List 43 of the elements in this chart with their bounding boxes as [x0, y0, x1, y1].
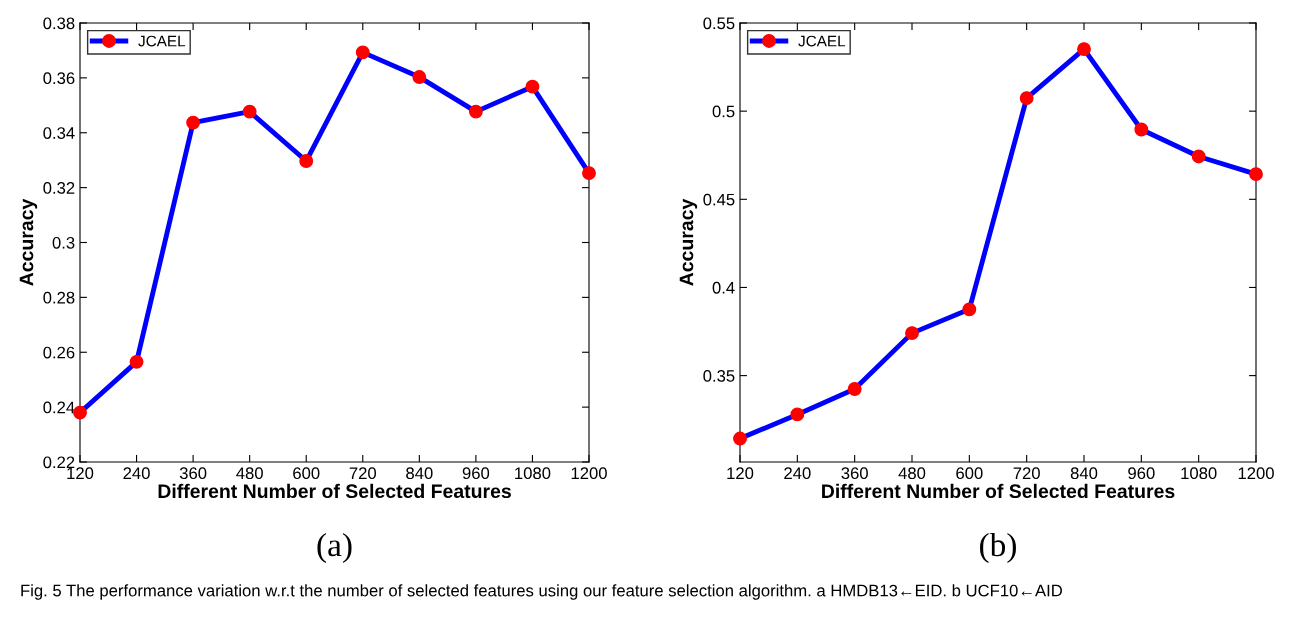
y-tick-label: 0.24 [43, 401, 75, 414]
y-tick-label: 0.5 [712, 105, 735, 118]
y-tick-label: 0.34 [43, 127, 75, 139]
x-axis-title: Different Number of Selected Features [822, 483, 1175, 499]
y-tick-label: 0.35 [703, 370, 735, 382]
x-tick-label: 120 [727, 467, 754, 480]
x-tick-label: 600 [293, 467, 320, 480]
y-tick-label: 0.4 [712, 281, 735, 294]
y-tick-label: 0.36 [43, 72, 75, 85]
x-tick-label: 1200 [571, 467, 607, 480]
x-tick-label: 240 [784, 467, 811, 480]
y-axis-title: Accuracy [679, 198, 698, 286]
y-tick-label: 0.3 [52, 236, 75, 249]
x-tick-label: 720 [1013, 467, 1040, 480]
legend-label: JCAEL [138, 35, 186, 47]
x-tick-label: 1080 [1181, 467, 1217, 480]
y-tick-label: 0.38 [43, 17, 75, 30]
y-tick-label: 0.22 [43, 456, 75, 469]
x-tick-label: 120 [67, 467, 94, 480]
y-tick-label: 0.55 [703, 17, 735, 30]
y-axis-title: Accuracy [19, 198, 38, 286]
x-tick-label: 480 [898, 467, 926, 480]
caption: Fig. 5 The performance variation w.r.t the number of selected features using our feature selection algorithm. a HMDB13←EID. b UCF10←AID [21, 584, 1062, 600]
x-tick-label: 360 [179, 467, 207, 480]
x-tick-label: 480 [236, 467, 263, 480]
x-tick-label: 360 [841, 467, 868, 480]
x-tick-label: 1200 [1238, 467, 1274, 480]
y-tick-label: 0.32 [43, 182, 75, 194]
x-axis-title: Different Number of Selected Features [158, 483, 511, 499]
x-tick-label: 960 [462, 467, 490, 480]
x-tick-label: 840 [1070, 467, 1098, 480]
x-tick-label: 600 [956, 467, 983, 480]
text: (a) [317, 532, 352, 564]
text: (b) [980, 532, 1016, 564]
x-tick-label: 720 [349, 467, 377, 480]
x-tick-label: 840 [406, 467, 433, 480]
y-tick-label: 0.45 [703, 193, 735, 206]
x-tick-label: 240 [123, 467, 150, 480]
y-tick-label: 0.26 [43, 346, 75, 359]
legend-label: JCAEL [798, 35, 846, 47]
y-tick-label: 0.28 [43, 291, 75, 304]
x-tick-label: 1080 [515, 467, 551, 480]
x-tick-label: 960 [1128, 467, 1155, 480]
